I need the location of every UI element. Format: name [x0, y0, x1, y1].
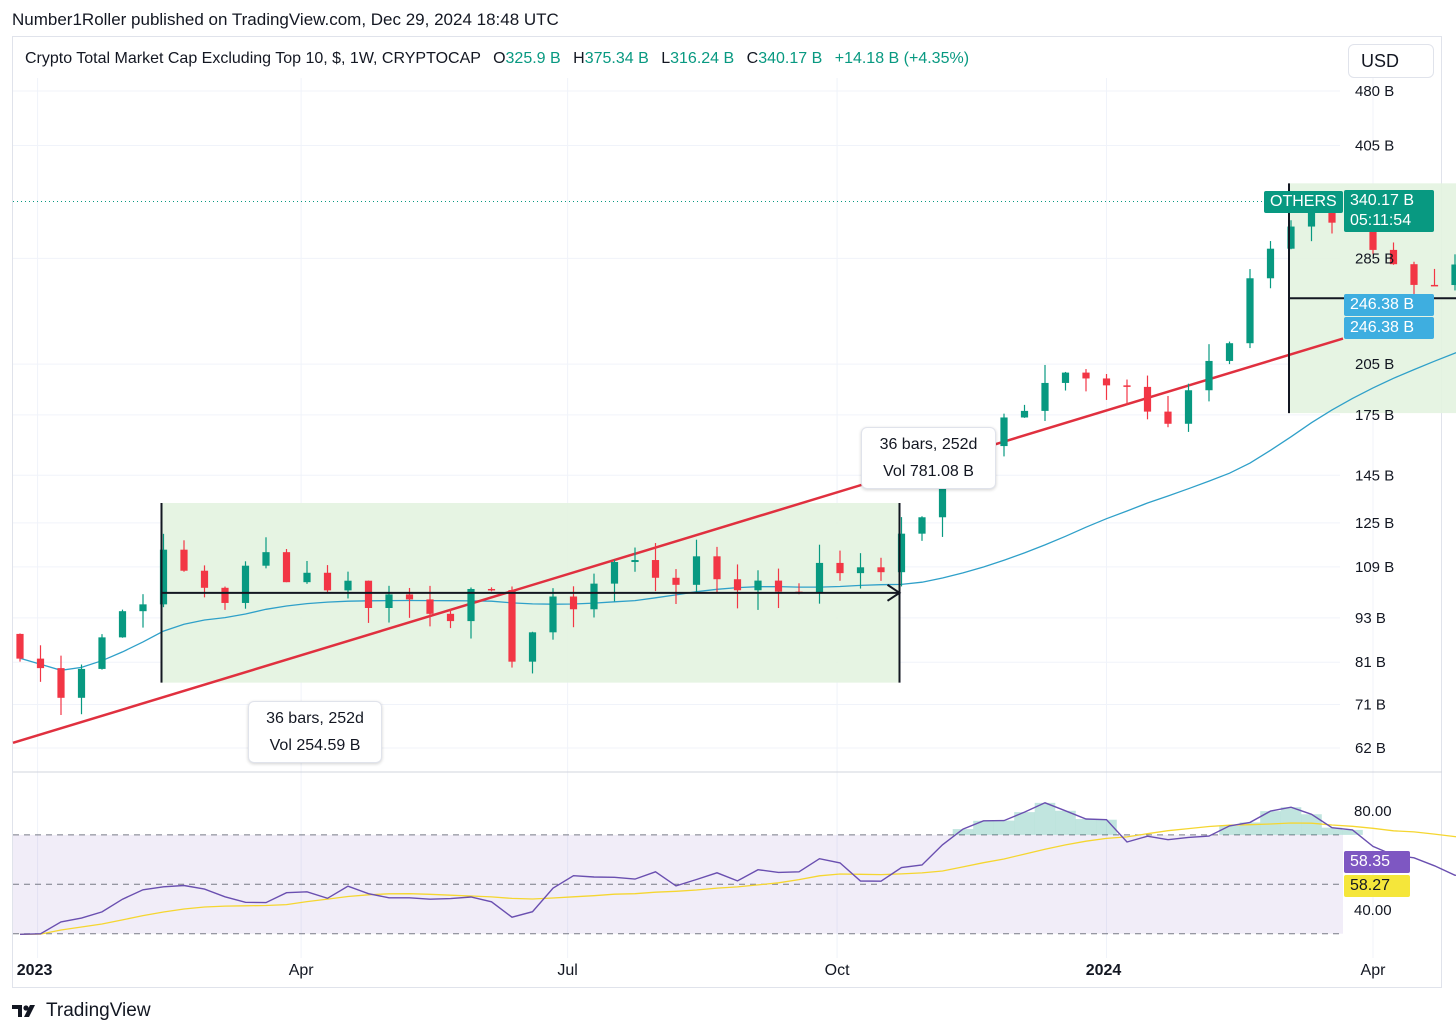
series-legend: Crypto Total Market Cap Excluding Top 10…: [25, 50, 969, 68]
legend-low: 316.24 B: [670, 50, 735, 67]
range-bars-2: 36 bars, 252d: [879, 436, 978, 453]
range-label-1: 36 bars, 252d Vol 254.59 B: [248, 701, 382, 763]
publisher-line: Number1Roller published on TradingView.c…: [12, 10, 559, 29]
currency-button[interactable]: USD: [1348, 44, 1434, 78]
range-volume-1: Vol 254.59 B: [269, 737, 361, 754]
last-price-tag: 340.17 B 05:11:54: [1344, 190, 1434, 232]
candle-body: [1451, 264, 1456, 286]
legend-open-label: O: [493, 50, 506, 67]
countdown: 05:11:54: [1350, 212, 1412, 229]
range-volume-2: Vol 781.08 B: [883, 463, 974, 480]
range-label-2: 36 bars, 252d Vol 781.08 B: [861, 427, 996, 489]
range-bars-1: 36 bars, 252d: [266, 710, 364, 727]
rsi-tag: 58.35: [1344, 851, 1410, 873]
tradingview-logo-icon: [12, 1003, 40, 1019]
legend-open: 325.9 B: [505, 50, 561, 67]
legend-high: 375.34 B: [584, 50, 649, 67]
legend-low-label: L: [661, 50, 671, 67]
symbol-tag: OTHERS: [1264, 191, 1343, 213]
rsi-ma-tag: 58.27: [1344, 875, 1410, 897]
chart-frame: [12, 36, 1442, 988]
ma-tag-2: 246.38 B: [1344, 317, 1434, 339]
legend-high-label: H: [573, 50, 585, 67]
ma-tag-1: 246.38 B: [1344, 294, 1434, 316]
legend-change: +14.18 B (+4.35%): [834, 50, 970, 67]
legend-title: Crypto Total Market Cap Excluding Top 10…: [25, 50, 481, 67]
legend-close-label: C: [746, 50, 759, 67]
tradingview-logo: TradingView: [12, 1000, 151, 1022]
brand-name: TradingView: [46, 1000, 151, 1021]
last-price: 340.17 B: [1350, 192, 1415, 209]
legend-close: 340.17 B: [758, 50, 823, 67]
